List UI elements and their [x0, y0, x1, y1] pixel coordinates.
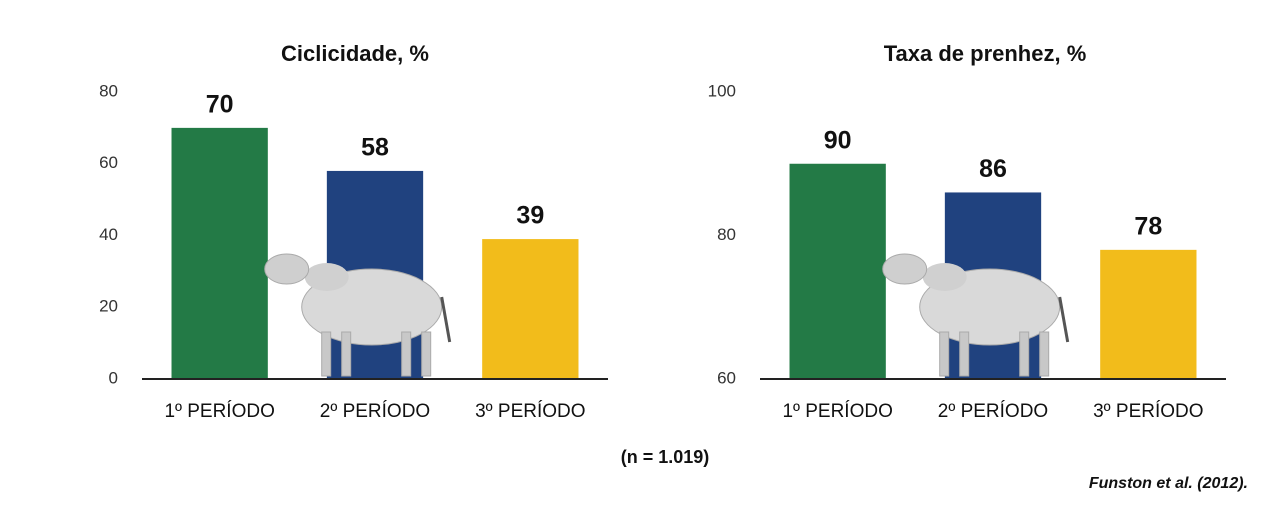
value-label: 70 [206, 90, 234, 118]
cow-leg [341, 331, 352, 377]
cow-leg [1039, 331, 1050, 377]
cow-leg [959, 331, 970, 377]
cow-leg [321, 331, 332, 377]
value-label: 78 [1134, 212, 1162, 240]
cow-tail [1058, 296, 1070, 343]
y-tick-label: 0 [109, 368, 118, 387]
cow-leg [939, 331, 950, 377]
y-tick-label: 20 [99, 297, 118, 316]
cow-illustration [882, 253, 1070, 377]
bar [482, 239, 579, 379]
y-tick-label: 40 [99, 225, 118, 244]
x-tick-label: 3º PERÍODO [1093, 401, 1203, 422]
cow-head [264, 253, 310, 285]
bar [789, 163, 886, 379]
value-label: 58 [361, 134, 389, 162]
cow-leg [1019, 331, 1030, 377]
x-tick-label: 1º PERÍODO [782, 401, 892, 422]
value-label: 90 [824, 126, 852, 154]
value-label: 86 [979, 155, 1007, 183]
value-label: 39 [516, 202, 544, 230]
y-tick-label: 80 [717, 225, 736, 244]
y-tick-label: 100 [708, 81, 736, 100]
sample-note: (n = 1.019) [621, 447, 710, 467]
cow-illustration [264, 253, 452, 377]
chart: Taxa de prenhez, % 60 80 100 90 1º PERÍODO 86 2… [708, 41, 1226, 422]
cow-tail [440, 296, 452, 343]
bar [171, 127, 268, 379]
bar [1100, 249, 1197, 379]
x-tick-label: 3º PERÍODO [475, 401, 585, 422]
cow-hump [922, 263, 967, 291]
cow-leg [401, 331, 412, 377]
y-tick-label: 60 [717, 368, 736, 387]
x-tick-label: 2º PERÍODO [938, 401, 1048, 422]
cow-head [882, 253, 928, 285]
y-tick-label: 60 [99, 153, 118, 172]
cow-leg [421, 331, 432, 377]
x-tick-label: 2º PERÍODO [320, 401, 430, 422]
chart-title: Taxa de prenhez, % [884, 41, 1087, 66]
y-tick-label: 80 [99, 81, 118, 100]
chart-title: Ciclicidade, % [281, 41, 429, 66]
chart: Ciclicidade, % 0 20 40 60 80 70 1º PERÍODO 58 2º … [99, 41, 608, 422]
x-tick-label: 1º PERÍODO [164, 401, 274, 422]
cow-hump [304, 263, 349, 291]
source: Funston et al. (2012). [1089, 475, 1248, 492]
